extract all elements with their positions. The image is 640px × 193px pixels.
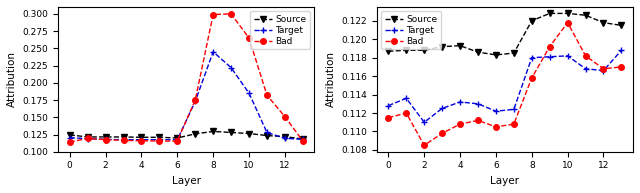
Source (420, 49, 428, 52)
Bad (120, 139, 127, 141)
Bad (191, 99, 199, 101)
Bad (156, 140, 163, 142)
Target (102, 138, 109, 141)
Bad (209, 13, 217, 16)
Target (156, 139, 163, 141)
Bad (403, 112, 410, 114)
Line: Bad: Bad (67, 11, 305, 145)
Y-axis label: Attribution: Attribution (326, 51, 335, 107)
Bad (456, 123, 464, 125)
Target (528, 57, 536, 59)
Source (209, 130, 217, 133)
Line: Bad: Bad (385, 20, 624, 148)
Bad (438, 132, 446, 135)
Line: Target: Target (67, 48, 307, 143)
Target (600, 69, 607, 72)
Bad (510, 123, 518, 125)
Target (227, 66, 235, 69)
Bad (173, 140, 181, 142)
Legend: Source, Target, Bad: Source, Target, Bad (250, 11, 310, 49)
Source (156, 136, 163, 138)
Target (403, 97, 410, 99)
Source (474, 51, 482, 53)
Bad (263, 94, 271, 96)
Source (403, 49, 410, 52)
Source (492, 54, 500, 56)
Bad (245, 37, 253, 39)
Target (618, 49, 625, 52)
Target (456, 101, 464, 103)
Line: Source: Source (67, 129, 305, 142)
Bad (528, 77, 536, 79)
Bad (474, 119, 482, 122)
Target (138, 139, 145, 141)
Target (582, 68, 589, 70)
Source (618, 24, 625, 27)
Source (120, 136, 127, 138)
Target (299, 138, 307, 141)
Bad (546, 46, 554, 48)
Source (84, 136, 92, 138)
Target (564, 55, 572, 57)
Source (456, 45, 464, 47)
Target (66, 136, 74, 139)
Target (474, 103, 482, 105)
Bad (420, 144, 428, 146)
Target (420, 121, 428, 123)
Source (173, 137, 181, 139)
Bad (492, 126, 500, 128)
Line: Target: Target (385, 47, 625, 126)
Bad (84, 137, 92, 140)
Target (173, 139, 181, 141)
Bad (582, 55, 589, 57)
Source (138, 136, 145, 138)
Source (438, 46, 446, 48)
Target (510, 108, 518, 111)
Target (120, 139, 127, 141)
Bad (66, 141, 74, 143)
Y-axis label: Attribution: Attribution (7, 51, 17, 107)
Source (564, 12, 572, 14)
Bad (600, 68, 607, 70)
Source (600, 21, 607, 24)
Bad (281, 115, 289, 118)
Bad (564, 21, 572, 24)
Target (385, 104, 392, 107)
Bad (299, 140, 307, 142)
Target (438, 107, 446, 110)
Target (546, 56, 554, 58)
X-axis label: Layer: Layer (172, 176, 201, 186)
Bad (618, 66, 625, 68)
Bad (385, 117, 392, 119)
Source (245, 132, 253, 135)
Bad (138, 140, 145, 142)
Source (191, 133, 199, 135)
Source (66, 134, 74, 136)
Legend: Source, Target, Bad: Source, Target, Bad (381, 11, 441, 49)
Target (209, 51, 217, 53)
Line: Source: Source (385, 11, 624, 58)
Source (582, 14, 589, 16)
Source (281, 135, 289, 138)
Target (84, 138, 92, 140)
Source (546, 12, 554, 14)
Bad (102, 139, 109, 141)
Target (263, 131, 271, 134)
Source (528, 20, 536, 22)
Source (510, 52, 518, 54)
Source (385, 50, 392, 52)
Source (263, 134, 271, 137)
Source (299, 138, 307, 140)
Target (191, 100, 199, 103)
X-axis label: Layer: Layer (490, 176, 520, 186)
Target (492, 110, 500, 112)
Source (227, 131, 235, 134)
Target (281, 137, 289, 140)
Target (245, 92, 253, 94)
Source (102, 136, 109, 138)
Bad (227, 13, 235, 15)
